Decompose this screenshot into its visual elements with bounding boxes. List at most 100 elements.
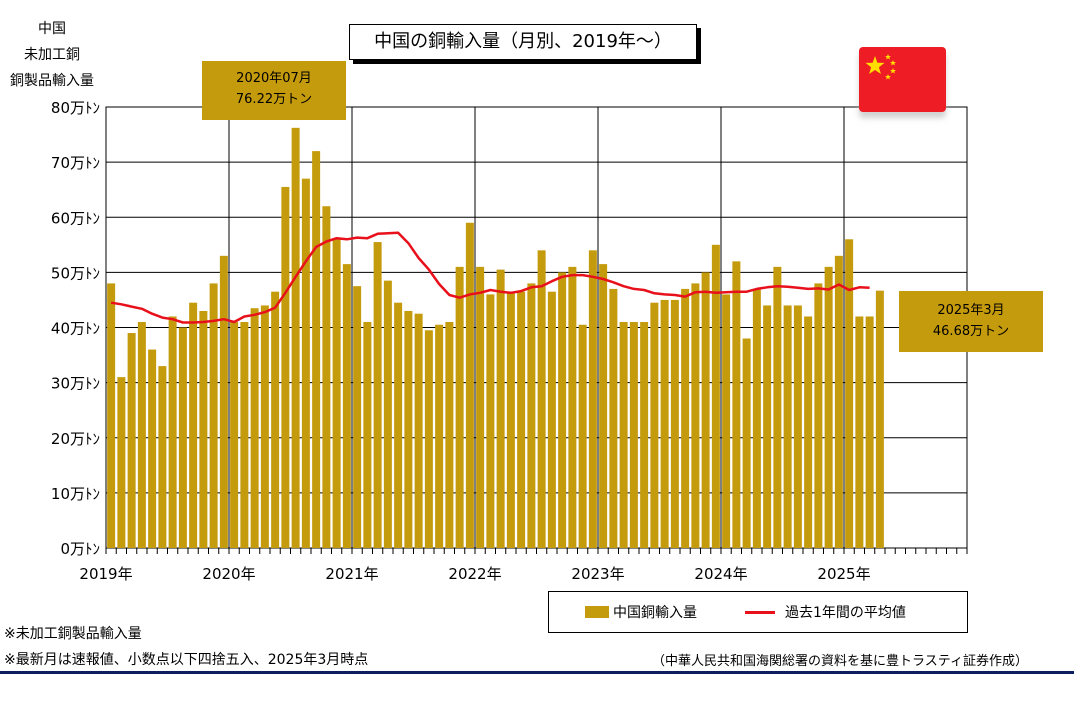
x-tick-label: 2021年	[325, 565, 378, 583]
bar	[793, 305, 802, 548]
bar	[599, 264, 608, 548]
bar	[855, 316, 864, 548]
y-axis-title-line: 銅製品輸入量	[10, 73, 94, 89]
bar	[732, 261, 741, 548]
bar	[711, 244, 720, 548]
bar	[496, 269, 505, 548]
y-tick-label: 30万ﾄﾝ	[51, 375, 100, 393]
y-axis-title-line: 中国	[38, 21, 66, 37]
bar	[465, 222, 474, 548]
bar	[137, 321, 146, 548]
peak-callout-date: 2020年07月	[236, 71, 312, 86]
y-tick-label: 0万ﾄﾝ	[60, 540, 100, 558]
bar	[342, 264, 351, 548]
bar	[814, 283, 823, 548]
bar	[558, 272, 567, 548]
source-note: （中華人民共和国海関総署の資料を基に豊トラスティ証券作成）	[652, 654, 1028, 669]
x-tick-label: 2022年	[448, 565, 501, 583]
bar	[414, 313, 423, 548]
bar	[219, 255, 228, 548]
bar	[117, 377, 126, 548]
bar	[486, 294, 495, 548]
y-tick-label: 10万ﾄﾝ	[51, 485, 100, 503]
y-tick-label: 70万ﾄﾝ	[51, 154, 100, 172]
bar	[506, 291, 515, 548]
bar	[834, 255, 843, 548]
bar	[148, 349, 157, 548]
bar	[588, 250, 597, 548]
latest-callout-value: 46.68万トン	[932, 324, 1010, 339]
bar	[107, 283, 116, 548]
bar	[189, 302, 198, 548]
bottom-rule	[0, 671, 1074, 674]
bar	[250, 308, 259, 548]
bar	[383, 280, 392, 548]
peak-callout-value: 76.22万トン	[235, 92, 313, 107]
bar	[230, 321, 239, 548]
bar	[568, 266, 577, 548]
bar	[578, 324, 587, 548]
y-tick-label: 20万ﾄﾝ	[51, 430, 100, 448]
x-tick-label: 2019年	[79, 565, 132, 583]
legend-bar-swatch	[585, 606, 609, 618]
footnote-2: ※最新月は速報値、小数点以下四捨五入、2025年3月時点	[4, 652, 369, 668]
legend-bar-label: 中国銅輸入量	[613, 605, 697, 621]
bar	[394, 302, 403, 548]
bar	[537, 250, 546, 548]
legend-line-swatch	[745, 611, 775, 614]
y-tick-label: 50万ﾄﾝ	[51, 264, 100, 282]
bar	[845, 239, 854, 549]
y-tick-label: 80万ﾄﾝ	[51, 99, 100, 117]
bar	[260, 305, 269, 548]
bar	[609, 288, 618, 548]
chart-title: 中国の銅輸入量（月別、2019年～）	[349, 24, 697, 60]
bar	[373, 242, 382, 548]
bar	[353, 286, 362, 548]
bar	[168, 316, 177, 548]
bar	[701, 272, 710, 548]
bar	[127, 333, 136, 548]
bar	[865, 316, 874, 548]
bar	[209, 283, 218, 548]
bar	[312, 151, 321, 548]
x-tick-label: 2025年	[817, 565, 870, 583]
bar	[363, 321, 372, 548]
bar	[404, 310, 413, 548]
bar	[670, 299, 679, 548]
bar	[681, 288, 690, 548]
bar	[773, 266, 782, 548]
bar	[517, 291, 526, 548]
bar	[158, 366, 167, 548]
bar	[199, 310, 208, 548]
bar	[875, 290, 884, 548]
bar	[476, 266, 485, 548]
bar	[435, 324, 444, 548]
x-tick-label: 2020年	[202, 565, 255, 583]
bar	[824, 266, 833, 548]
peak-callout: 2020年07月 76.22万トン	[202, 61, 346, 120]
y-tick-label: 40万ﾄﾝ	[51, 320, 100, 338]
bar	[301, 178, 310, 548]
bar	[178, 327, 187, 548]
bar	[619, 321, 628, 548]
legend-line-label: 過去1年間の平均値	[785, 605, 906, 621]
bar	[455, 266, 464, 548]
latest-callout-date: 2025年3月	[937, 303, 1005, 318]
bar	[752, 288, 761, 548]
bar	[722, 294, 731, 548]
bar	[804, 316, 813, 548]
chart-legend: 中国銅輸入量 過去1年間の平均値	[548, 591, 968, 633]
y-tick-label: 60万ﾄﾝ	[51, 209, 100, 227]
bar	[742, 338, 751, 548]
bar	[763, 305, 772, 548]
bar	[322, 206, 331, 548]
x-tick-label: 2023年	[571, 565, 624, 583]
x-tick-label: 2024年	[694, 565, 747, 583]
bar	[640, 321, 649, 548]
bar	[660, 299, 669, 548]
bar	[424, 330, 433, 548]
bar	[291, 127, 300, 548]
bar	[240, 321, 249, 548]
bar	[445, 321, 454, 548]
